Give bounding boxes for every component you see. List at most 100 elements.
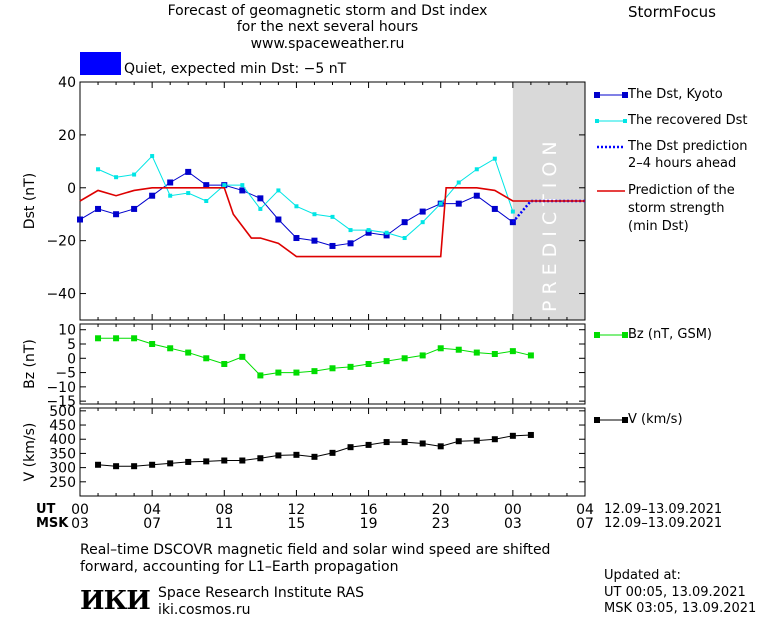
updated-label: Updated at:	[604, 568, 681, 583]
bz-point	[473, 349, 480, 356]
dst-kyoto-point	[329, 242, 336, 249]
msk-tick-label: 15	[288, 516, 306, 532]
site-url[interactable]: www.spaceweather.ru	[250, 36, 405, 52]
dst-recovered-point	[492, 156, 497, 161]
msk-tick-label: 03	[504, 516, 522, 532]
bz-point	[365, 361, 372, 367]
dst-recovered-point	[258, 206, 263, 211]
ut-tick-label: 12	[288, 502, 306, 518]
dst-recovered-point	[294, 204, 299, 209]
bz-legend-point	[622, 332, 628, 338]
ut-tick-label: 04	[576, 502, 594, 518]
y-tick-label: 0	[67, 351, 76, 367]
v-point	[95, 461, 102, 468]
bz-point	[131, 335, 138, 342]
ut-tick-label: 00	[504, 502, 522, 518]
bz-point	[455, 346, 462, 353]
y-tick-label: 400	[49, 432, 76, 448]
bz-point	[185, 349, 192, 356]
updated-msk: MSK 03:05, 13.09.2021	[604, 601, 757, 616]
dst-recovered-point	[384, 230, 389, 235]
dst-kyoto-legend-point	[594, 92, 600, 98]
v-line	[97, 434, 531, 467]
dst-kyoto-point	[239, 187, 246, 194]
ut-tick-label: 04	[143, 502, 161, 518]
legend-dst-prediction-1: The Dst prediction	[628, 139, 748, 154]
v-point	[437, 443, 444, 450]
v-point	[329, 449, 336, 456]
dst-recovered-point	[132, 172, 137, 177]
y-tick-label: −5	[55, 366, 76, 382]
bz-point	[221, 361, 228, 367]
dst-kyoto-point	[293, 235, 300, 242]
bz-point	[383, 358, 390, 365]
prediction-label: PREDICTION	[539, 135, 561, 312]
bz-point	[527, 352, 534, 359]
institute-name: Space Research Institute RAS	[158, 585, 364, 601]
msk-date-range: 12.09–13.09.2021	[604, 516, 723, 531]
v-legend-point	[622, 417, 628, 423]
dst-recovered-point	[114, 175, 119, 180]
msk-label: MSK	[36, 516, 69, 531]
dst-kyoto-point	[77, 216, 83, 223]
y-axis-label: Bz (nT)	[22, 339, 38, 389]
dst-kyoto-line	[79, 171, 514, 247]
bz-point	[113, 335, 120, 342]
y-tick-label: −15	[46, 394, 76, 410]
ut-label: UT	[36, 502, 56, 517]
footer-note-line1: Real–time DSCOVR magnetic field and sola…	[80, 542, 551, 558]
y-tick-label: 20	[58, 128, 76, 144]
legend-storm-2: storm strength	[628, 201, 725, 216]
v-point	[455, 438, 462, 445]
v-point	[185, 458, 192, 465]
dst-recovered-point	[186, 191, 191, 196]
bz-point	[293, 369, 300, 376]
dst-kyoto-legend-point	[622, 92, 628, 98]
dst-recovered-point	[420, 220, 425, 225]
bz-point	[437, 345, 444, 352]
dst-kyoto-point	[131, 205, 138, 212]
iki-logo: ИКИ	[80, 586, 151, 616]
v-point	[527, 431, 534, 438]
dst-panel: PREDICTION 40 20 0 −20 −40 Dst (nT)	[22, 75, 586, 321]
dst-recovered-point	[510, 209, 515, 214]
v-legend-point	[594, 417, 600, 423]
dst-kyoto-point	[185, 168, 192, 175]
dst-recovered-point	[168, 193, 173, 198]
dst-kyoto-point	[383, 232, 390, 239]
updated-ut: UT 00:05, 13.09.2021	[604, 585, 746, 600]
bz-point	[167, 345, 174, 352]
v-point	[131, 463, 138, 470]
ut-tick-label: 08	[215, 502, 233, 518]
v-point	[419, 440, 426, 447]
dst-kyoto-point	[365, 229, 372, 236]
legend-dst-kyoto: The Dst, Kyoto	[628, 87, 723, 102]
v-point	[167, 460, 174, 467]
dst-recovered-legend-point	[623, 119, 627, 123]
v-point	[149, 461, 156, 468]
v-point	[473, 437, 480, 444]
y-tick-label: −20	[46, 234, 76, 250]
y-axis-label: Dst (nT)	[22, 173, 38, 229]
dst-kyoto-point	[455, 200, 462, 207]
v-point	[221, 457, 228, 464]
dst-recovered-point	[150, 154, 155, 159]
bz-legend-point	[594, 332, 600, 338]
storm-strength-line	[79, 186, 585, 258]
bz-point	[257, 372, 264, 379]
panel-frame	[79, 323, 586, 405]
v-point	[293, 451, 300, 458]
dst-recovered-point	[474, 167, 479, 172]
institute-site[interactable]: iki.cosmos.ru	[158, 602, 251, 618]
time-axis: 00 04 08 12 16 20 00 04 03 07 11 15 19 23 03 07	[71, 502, 594, 532]
msk-tick-label: 07	[576, 516, 594, 532]
v-point	[113, 463, 120, 470]
y-tick-label: 450	[49, 418, 76, 434]
bz-point	[149, 341, 156, 347]
bz-point	[95, 335, 102, 342]
dst-recovered-point	[438, 201, 443, 206]
legend-dst-recovered: The recovered Dst	[628, 113, 748, 128]
dst-kyoto-point	[203, 182, 210, 189]
dst-kyoto-point	[257, 195, 264, 202]
